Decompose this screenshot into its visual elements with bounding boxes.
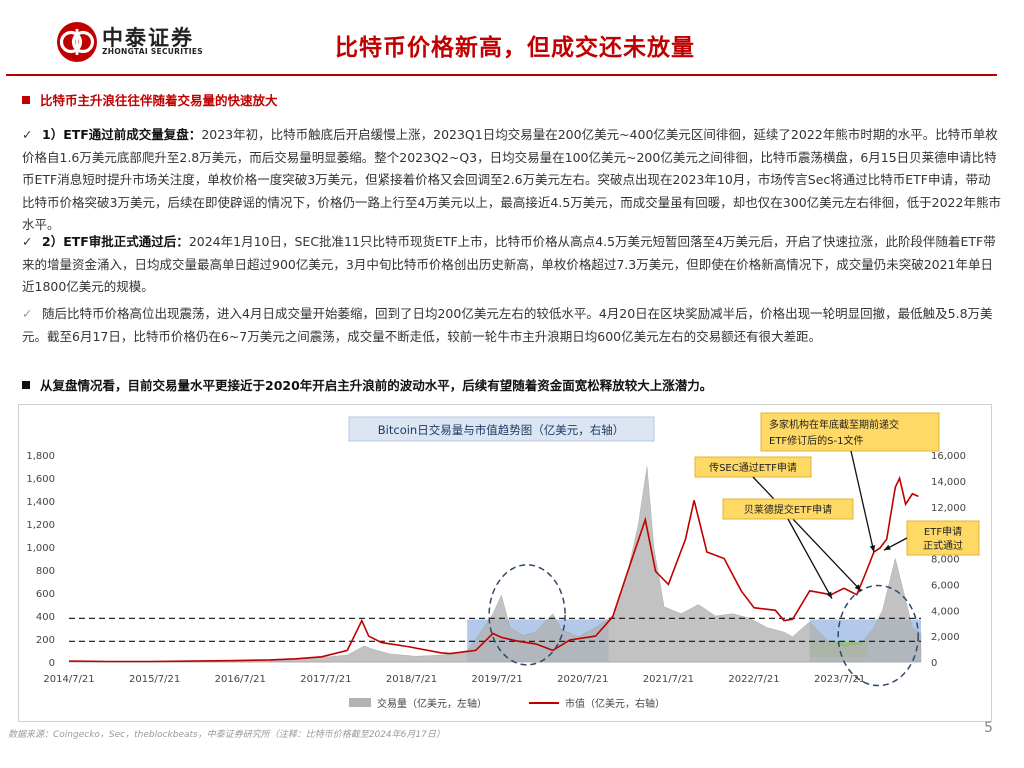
checkmark-icon: ✓ [22,127,33,142]
left-axis-tick-label: 1,800 [26,451,55,462]
right-axis-tick-label: 16,000 [931,451,966,462]
paragraph-3-body: 随后比特币价格高位出现震荡，进入4月日成交量开始萎缩，回到了日均200亿美元左右… [22,306,993,344]
callout-etf-arrow-head [883,544,891,551]
checkmark-icon: ✓ [22,234,33,249]
volume-area [68,466,922,663]
paragraph-2-body: 2024年1月10日，SEC批准11只比特币现货ETF上市，比特币价格从高点4.… [22,234,996,294]
x-axis-tick-label: 2014/7/21 [43,674,94,685]
left-axis-tick-label: 1,000 [26,543,55,554]
callout-sec-rumor-text: 传SEC通过ETF申请 [709,461,797,474]
bitcoin-volume-marketcap-chart: Bitcoin日交易量与市值趋势图（亿美元，右轴） 0 200 400 600 800 1,… [26,412,980,710]
page-title: 比特币价格新高，但成交还未放量 [335,35,695,61]
x-axis-tick-label: 2018/7/21 [386,674,437,685]
x-axis-tick-label: 2022/7/21 [728,674,779,685]
callout-sec-arrow [752,476,862,592]
chart-frame: Bitcoin日交易量与市值趋势图（亿美元，右轴） 0 200 400 600 800 1,… [18,404,992,722]
right-axis-tick-label: 6,000 [931,580,960,591]
right-axis-tick-label: 12,000 [931,503,966,514]
left-axis-tick-label: 1,200 [26,520,55,531]
chart-title-box [348,416,655,442]
paragraph-2-lead: 2）ETF审批正式通过后： [42,234,189,249]
company-logo: 中泰证券 ZHONGTAI SECURITIES [56,20,216,68]
callout-s1-filing [760,412,940,452]
dashed-circle-2024 [837,584,919,687]
right-axis-tick-label: 14,000 [931,477,966,488]
right-axis-tick-label: 4,000 [931,606,960,617]
paragraph-2: ✓ 2）ETF审批正式通过后：2024年1月10日，SEC批准11只比特币现货ET… [22,231,1002,299]
marketcap-line [68,475,919,663]
x-axis-tick-label: 2020/7/21 [557,674,608,685]
legend-marketcap-label: 市值（亿美元，右轴） [565,697,665,710]
callout-s1-arrow-head [869,545,876,553]
left-axis-tick-label: 0 [49,658,55,669]
left-axis-tick-label: 400 [36,612,55,623]
right-axis-tick-label: 0 [931,658,937,669]
logo-text-cn: 中泰证券 [102,26,194,50]
logo-emblem-icon [57,22,97,62]
callout-etf-approved-line2: 正式通过 [923,539,963,552]
header-divider [6,74,997,76]
left-axis-tick-label: 1,600 [26,474,55,485]
right-axis-tick-label: 2,000 [931,632,960,643]
paragraph-1: ✓ 1）ETF通过前成交量复盘：2023年初，比特币触底后开启缓慢上涨，2023Q… [22,124,1002,237]
callout-s1-filing-line2: ETF修订后的S-1文件 [769,434,864,447]
data-source-note: 数据来源：Coingecko，Sec，theblockbeats，中泰证券研究所… [8,730,445,740]
right-axis-tick-label: 8,000 [931,555,960,566]
x-axis-tick-label: 2023/7/21 [814,674,865,685]
bullet-square-icon [22,381,30,389]
legend-volume-label: 交易量（亿美元，左轴） [377,697,487,710]
paragraph-3: ✓ 随后比特币价格高位出现震荡，进入4月日成交量开始萎缩，回到了日均200亿美元左… [22,303,1002,348]
callout-blackrock-arrow [787,518,833,599]
section-heading-1-text: 比特币主升浪往往伴随着交易量的快速放大 [40,93,278,108]
section-heading-2: 从复盘情况看，目前交易量水平更接近于2020年开启主升浪前的波动水平，后续有望随… [22,375,1002,396]
bullet-square-icon [22,96,30,104]
left-axis-tick-label: 200 [36,635,55,646]
legend-volume-swatch [349,698,371,707]
x-axis-tick-label: 2016/7/21 [215,674,266,685]
callout-blackrock-arrow-head [826,591,832,599]
chart-title: Bitcoin日交易量与市值趋势图（亿美元，右轴） [378,423,624,437]
paragraph-1-body: 2023年初，比特币触底后开启缓慢上涨，2023Q1日均交易量在200亿美元~4… [22,127,1001,232]
callout-s1-arrow [850,450,875,553]
callout-s1-filing-line1: 多家机构在年底截至期前递交 [769,418,899,431]
paragraph-1-lead: 1）ETF通过前成交量复盘： [42,127,202,142]
left-axis-tick-label: 600 [36,589,55,600]
x-axis-tick-label: 2015/7/21 [129,674,180,685]
callout-blackrock-text: 贝莱德提交ETF申请 [744,503,832,516]
left-axis-tick-label: 1,400 [26,497,55,508]
x-axis-tick-label: 2017/7/21 [300,674,351,685]
section-heading-2-text: 从复盘情况看，目前交易量水平更接近于2020年开启主升浪前的波动水平，后续有望随… [40,378,713,393]
callout-etf-approved-line1: ETF申请 [924,525,962,538]
x-axis-tick-label: 2019/7/21 [472,674,523,685]
x-axis-tick-label: 2021/7/21 [643,674,694,685]
page-number: 5 [984,720,993,736]
logo-text-en: ZHONGTAI SECURITIES [102,47,203,56]
checkmark-icon: ✓ [22,306,33,321]
callout-sec-arrow-head [854,584,862,591]
section-heading-1: 比特币主升浪往往伴随着交易量的快速放大 [22,90,1002,111]
left-axis-tick-label: 800 [36,566,55,577]
